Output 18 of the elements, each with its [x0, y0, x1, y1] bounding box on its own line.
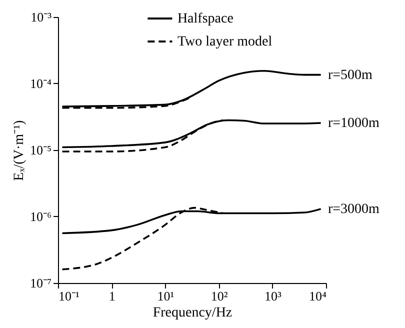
legend-label: Two layer model: [177, 34, 272, 50]
y-axis-title: Eₓ/(V·m⁻¹): [12, 120, 27, 181]
y-tick-label: 10⁻³: [30, 10, 52, 24]
text: r=3000m: [328, 202, 380, 217]
text: r=500m: [328, 68, 373, 83]
x-tick-label: 10¹: [157, 288, 174, 304]
x-axis-title: Frequency/Hz: [152, 306, 232, 320]
y-tick-label: 10⁻⁴: [30, 76, 52, 91]
x-tick-label: 10⁻¹: [58, 288, 80, 304]
text: r=1000m: [328, 116, 380, 131]
x-tick-label: 10²: [210, 288, 228, 304]
x-tick-label: 10⁴: [308, 288, 327, 304]
y-tick-label: 10⁻⁶: [30, 209, 52, 224]
legend-label: Halfspace: [177, 12, 234, 26]
x-tick-label: 10³: [264, 288, 282, 304]
x-tick-label: 1: [108, 288, 116, 304]
y-tick-label: 10⁻⁷: [30, 276, 52, 290]
y-tick-label: 10⁻⁵: [30, 142, 52, 158]
